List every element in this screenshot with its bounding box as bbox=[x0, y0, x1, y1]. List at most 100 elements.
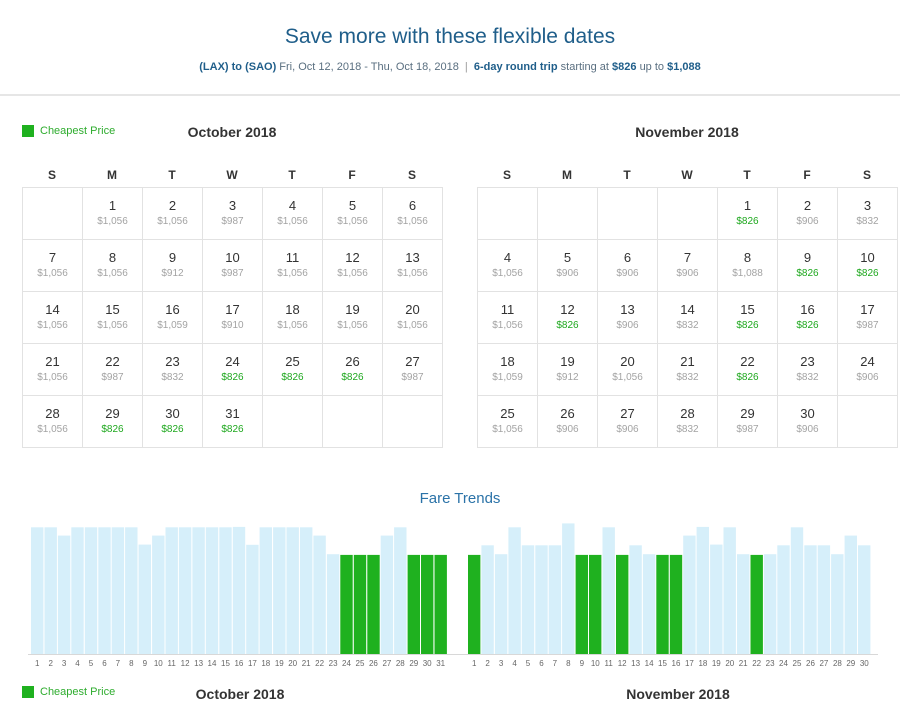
fare-bar-cheapest[interactable] bbox=[421, 554, 434, 654]
calendar-day-cell[interactable]: 15 $1,056 bbox=[83, 292, 143, 344]
fare-bar[interactable] bbox=[125, 527, 138, 654]
fare-bar[interactable] bbox=[394, 527, 407, 654]
calendar-day-cell[interactable]: 25 $826 bbox=[263, 344, 323, 396]
calendar-day-cell[interactable]: 23 $832 bbox=[143, 344, 203, 396]
fare-bar[interactable] bbox=[178, 527, 192, 654]
fare-bar[interactable] bbox=[696, 526, 709, 654]
calendar-day-cell[interactable]: 3 $832 bbox=[838, 188, 898, 240]
calendar-day-cell[interactable]: 26 $906 bbox=[538, 396, 598, 448]
fare-bar-cheapest[interactable] bbox=[669, 554, 683, 654]
fare-bar[interactable] bbox=[84, 527, 98, 654]
fare-bar[interactable] bbox=[642, 554, 656, 654]
calendar-day-cell[interactable]: 17 $910 bbox=[203, 292, 263, 344]
fare-bar[interactable] bbox=[232, 526, 246, 654]
fare-bar[interactable] bbox=[629, 545, 642, 654]
calendar-day-cell[interactable]: 9 $826 bbox=[778, 240, 838, 292]
fare-bar[interactable] bbox=[844, 535, 857, 654]
calendar-day-cell[interactable]: 13 $1,056 bbox=[383, 240, 443, 292]
fare-bar-cheapest[interactable] bbox=[616, 554, 629, 654]
fare-bar-cheapest[interactable] bbox=[407, 554, 420, 654]
calendar-day-cell[interactable]: 24 $826 bbox=[203, 344, 263, 396]
fare-bar[interactable] bbox=[71, 527, 84, 654]
fare-bar[interactable] bbox=[817, 545, 831, 654]
fare-bar[interactable] bbox=[790, 527, 804, 654]
calendar-day-cell[interactable]: 22 $826 bbox=[718, 344, 778, 396]
fare-bar[interactable] bbox=[326, 554, 340, 654]
fare-bar[interactable] bbox=[111, 527, 125, 654]
fare-bar[interactable] bbox=[710, 544, 723, 654]
fare-bar[interactable] bbox=[57, 535, 71, 654]
fare-bar[interactable] bbox=[481, 545, 494, 654]
fare-bar[interactable] bbox=[508, 527, 521, 654]
calendar-day-cell[interactable]: 30 $826 bbox=[143, 396, 203, 448]
fare-bar-cheapest[interactable] bbox=[468, 554, 481, 654]
calendar-day-cell[interactable]: 26 $826 bbox=[323, 344, 383, 396]
calendar-day-cell[interactable]: 8 $1,088 bbox=[718, 240, 778, 292]
fare-bar-cheapest[interactable] bbox=[589, 554, 602, 654]
fare-bar[interactable] bbox=[138, 544, 151, 654]
fare-bar-cheapest[interactable] bbox=[367, 554, 380, 654]
calendar-day-cell[interactable]: 28 $832 bbox=[658, 396, 718, 448]
fare-bar[interactable] bbox=[192, 527, 205, 654]
fare-bar[interactable] bbox=[535, 545, 548, 654]
calendar-day-cell[interactable]: 3 $987 bbox=[203, 188, 263, 240]
calendar-day-cell[interactable]: 12 $1,056 bbox=[323, 240, 383, 292]
calendar-day-cell[interactable]: 18 $1,056 bbox=[263, 292, 323, 344]
fare-bar-cheapest[interactable] bbox=[575, 554, 588, 654]
fare-bar[interactable] bbox=[777, 545, 790, 654]
fare-bar-cheapest[interactable] bbox=[434, 554, 447, 654]
calendar-day-cell[interactable]: 21 $1,056 bbox=[23, 344, 83, 396]
calendar-day-cell[interactable]: 20 $1,056 bbox=[383, 292, 443, 344]
calendar-day-cell[interactable]: 1 $826 bbox=[718, 188, 778, 240]
calendar-day-cell[interactable]: 15 $826 bbox=[718, 292, 778, 344]
calendar-day-cell[interactable]: 16 $826 bbox=[778, 292, 838, 344]
calendar-day-cell[interactable]: 7 $1,056 bbox=[23, 240, 83, 292]
calendar-day-cell[interactable]: 10 $987 bbox=[203, 240, 263, 292]
fare-bar[interactable] bbox=[521, 545, 535, 654]
fare-bar[interactable] bbox=[763, 554, 777, 654]
calendar-day-cell[interactable]: 29 $826 bbox=[83, 396, 143, 448]
fare-bar[interactable] bbox=[300, 527, 313, 654]
fare-bar-cheapest[interactable] bbox=[656, 554, 669, 654]
fare-bar[interactable] bbox=[723, 527, 736, 654]
fare-bar[interactable] bbox=[273, 527, 286, 654]
fare-bar-cheapest[interactable] bbox=[353, 554, 367, 654]
calendar-day-cell[interactable]: 21 $832 bbox=[658, 344, 718, 396]
calendar-day-cell[interactable]: 19 $912 bbox=[538, 344, 598, 396]
calendar-day-cell[interactable]: 23 $832 bbox=[778, 344, 838, 396]
calendar-day-cell[interactable]: 7 $906 bbox=[658, 240, 718, 292]
calendar-day-cell[interactable]: 5 $1,056 bbox=[323, 188, 383, 240]
fare-bar[interactable] bbox=[683, 535, 696, 654]
calendar-day-cell[interactable]: 9 $912 bbox=[143, 240, 203, 292]
fare-bar[interactable] bbox=[259, 527, 272, 654]
calendar-day-cell[interactable]: 18 $1,059 bbox=[478, 344, 538, 396]
fare-bar[interactable] bbox=[286, 527, 299, 654]
fare-bar[interactable] bbox=[246, 544, 259, 654]
calendar-day-cell[interactable]: 1 $1,056 bbox=[83, 188, 143, 240]
calendar-day-cell[interactable]: 2 $906 bbox=[778, 188, 838, 240]
fare-bar-cheapest[interactable] bbox=[750, 554, 763, 654]
calendar-day-cell[interactable]: 6 $1,056 bbox=[383, 188, 443, 240]
calendar-day-cell[interactable]: 22 $987 bbox=[83, 344, 143, 396]
calendar-day-cell[interactable]: 13 $906 bbox=[598, 292, 658, 344]
calendar-day-cell[interactable]: 31 $826 bbox=[203, 396, 263, 448]
calendar-day-cell[interactable]: 11 $1,056 bbox=[263, 240, 323, 292]
fare-bar[interactable] bbox=[44, 527, 57, 654]
calendar-day-cell[interactable]: 30 $906 bbox=[778, 396, 838, 448]
fare-bar[interactable] bbox=[804, 545, 817, 654]
fare-bar[interactable] bbox=[219, 527, 232, 654]
calendar-day-cell[interactable]: 6 $906 bbox=[598, 240, 658, 292]
calendar-day-cell[interactable]: 27 $987 bbox=[383, 344, 443, 396]
calendar-day-cell[interactable]: 11 $1,056 bbox=[478, 292, 538, 344]
fare-bar[interactable] bbox=[858, 545, 871, 654]
calendar-day-cell[interactable]: 16 $1,059 bbox=[143, 292, 203, 344]
fare-bar[interactable] bbox=[494, 554, 508, 654]
fare-bar[interactable] bbox=[152, 535, 165, 654]
calendar-day-cell[interactable]: 14 $1,056 bbox=[23, 292, 83, 344]
calendar-day-cell[interactable]: 17 $987 bbox=[838, 292, 898, 344]
calendar-day-cell[interactable]: 4 $1,056 bbox=[478, 240, 538, 292]
fare-bar[interactable] bbox=[313, 535, 326, 654]
calendar-day-cell[interactable]: 10 $826 bbox=[838, 240, 898, 292]
calendar-day-cell[interactable]: 4 $1,056 bbox=[263, 188, 323, 240]
calendar-day-cell[interactable]: 14 $832 bbox=[658, 292, 718, 344]
